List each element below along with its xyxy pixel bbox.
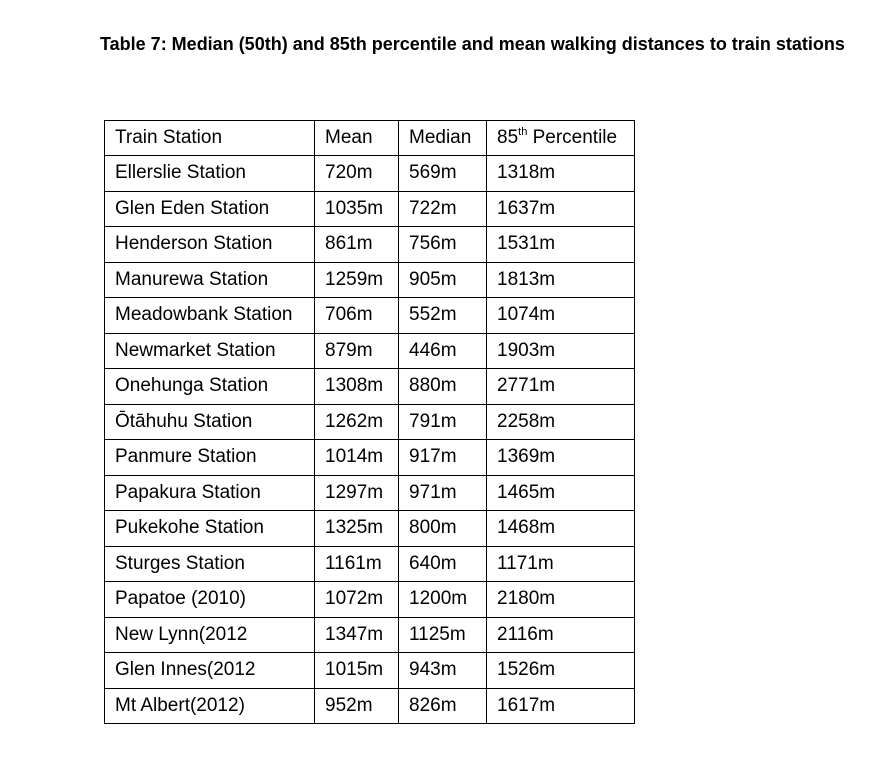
- cell-station: Newmarket Station: [104, 332, 315, 369]
- table-row: Panmure Station 1014m 917m 1369m: [104, 439, 635, 476]
- cell-station: Papakura Station: [104, 474, 315, 511]
- cell-station: Manurewa Station: [104, 261, 315, 298]
- cell-85th-percentile: 2116m: [486, 616, 635, 653]
- cell-mean: 1035m: [314, 190, 399, 227]
- cell-mean: 1015m: [314, 652, 399, 689]
- table-row: Sturges Station 1161m 640m 1171m: [104, 545, 635, 582]
- cell-median: 943m: [398, 652, 487, 689]
- cell-median: 791m: [398, 403, 487, 440]
- cell-station: Ellerslie Station: [104, 155, 315, 192]
- cell-mean: 1347m: [314, 616, 399, 653]
- cell-station: Onehunga Station: [104, 368, 315, 405]
- cell-85th-percentile: 1074m: [486, 297, 635, 334]
- cell-85th-percentile: 2258m: [486, 403, 635, 440]
- table-header-row: Train Station Mean Median 85th Percentil…: [104, 120, 635, 156]
- cell-station: Mt Albert(2012): [104, 687, 315, 724]
- cell-median: 1200m: [398, 581, 487, 618]
- cell-station: Panmure Station: [104, 439, 315, 476]
- cell-station: Glen Eden Station: [104, 190, 315, 227]
- cell-median: 446m: [398, 332, 487, 369]
- cell-85th-percentile: 1526m: [486, 652, 635, 689]
- cell-median: 971m: [398, 474, 487, 511]
- cell-station: Ōtāhuhu Station: [104, 403, 315, 440]
- header-85th-percentile: 85th Percentile: [486, 120, 635, 156]
- table-row: Meadowbank Station 706m 552m 1074m: [104, 297, 635, 334]
- cell-mean: 1072m: [314, 581, 399, 618]
- table-row: Henderson Station 861m 756m 1531m: [104, 226, 635, 263]
- cell-85th-percentile: 1369m: [486, 439, 635, 476]
- cell-85th-percentile: 1903m: [486, 332, 635, 369]
- cell-median: 917m: [398, 439, 487, 476]
- cell-85th-percentile: 1171m: [486, 545, 635, 582]
- cell-mean: 1325m: [314, 510, 399, 547]
- cell-mean: 720m: [314, 155, 399, 192]
- cell-median: 880m: [398, 368, 487, 405]
- cell-median: 1125m: [398, 616, 487, 653]
- cell-median: 569m: [398, 155, 487, 192]
- cell-mean: 1297m: [314, 474, 399, 511]
- table-row: Pukekohe Station 1325m 800m 1468m: [104, 510, 635, 547]
- cell-mean: 1262m: [314, 403, 399, 440]
- cell-station: New Lynn(2012: [104, 616, 315, 653]
- table-row: Mt Albert(2012) 952m 826m 1617m: [104, 687, 635, 724]
- cell-station: Glen Innes(2012: [104, 652, 315, 689]
- header-85-superscript: th: [518, 126, 528, 138]
- cell-mean: 952m: [314, 687, 399, 724]
- table-row: Glen Innes(2012 1015m 943m 1526m: [104, 652, 635, 689]
- table-row: Glen Eden Station 1035m 722m 1637m: [104, 190, 635, 227]
- cell-median: 826m: [398, 687, 487, 724]
- header-station: Train Station: [104, 120, 315, 156]
- table-row: Ellerslie Station 720m 569m 1318m: [104, 155, 635, 192]
- cell-station: Papatoe (2010): [104, 581, 315, 618]
- cell-median: 722m: [398, 190, 487, 227]
- cell-station: Sturges Station: [104, 545, 315, 582]
- table-caption: Table 7: Median (50th) and 85th percenti…: [100, 34, 845, 54]
- cell-median: 800m: [398, 510, 487, 547]
- table-row: Papatoe (2010) 1072m 1200m 2180m: [104, 581, 635, 618]
- cell-85th-percentile: 1465m: [486, 474, 635, 511]
- cell-85th-percentile: 2771m: [486, 368, 635, 405]
- cell-85th-percentile: 1637m: [486, 190, 635, 227]
- cell-85th-percentile: 1813m: [486, 261, 635, 298]
- header-mean: Mean: [314, 120, 399, 156]
- cell-85th-percentile: 1617m: [486, 687, 635, 724]
- table-row: Ōtāhuhu Station 1262m 791m 2258m: [104, 403, 635, 440]
- cell-median: 640m: [398, 545, 487, 582]
- cell-station: Pukekohe Station: [104, 510, 315, 547]
- cell-85th-percentile: 1531m: [486, 226, 635, 263]
- cell-mean: 879m: [314, 332, 399, 369]
- cell-mean: 1161m: [314, 545, 399, 582]
- cell-mean: 1014m: [314, 439, 399, 476]
- walking-distance-table: Train Station Mean Median 85th Percentil…: [104, 120, 635, 724]
- header-85-number: 85: [497, 127, 519, 148]
- cell-median: 905m: [398, 261, 487, 298]
- cell-station: Meadowbank Station: [104, 297, 315, 334]
- cell-median: 552m: [398, 297, 487, 334]
- table-row: Papakura Station 1297m 971m 1465m: [104, 474, 635, 511]
- table-row: Onehunga Station 1308m 880m 2771m: [104, 368, 635, 405]
- cell-mean: 1259m: [314, 261, 399, 298]
- table-row: Newmarket Station 879m 446m 1903m: [104, 332, 635, 369]
- cell-85th-percentile: 2180m: [486, 581, 635, 618]
- header-percentile-label: Percentile: [527, 127, 618, 148]
- table-row: New Lynn(2012 1347m 1125m 2116m: [104, 616, 635, 653]
- cell-mean: 861m: [314, 226, 399, 263]
- table-body: Train Station Mean Median 85th Percentil…: [104, 120, 635, 724]
- cell-mean: 1308m: [314, 368, 399, 405]
- cell-85th-percentile: 1318m: [486, 155, 635, 192]
- header-median: Median: [398, 120, 487, 156]
- table-row: Manurewa Station 1259m 905m 1813m: [104, 261, 635, 298]
- cell-mean: 706m: [314, 297, 399, 334]
- cell-station: Henderson Station: [104, 226, 315, 263]
- cell-85th-percentile: 1468m: [486, 510, 635, 547]
- cell-median: 756m: [398, 226, 487, 263]
